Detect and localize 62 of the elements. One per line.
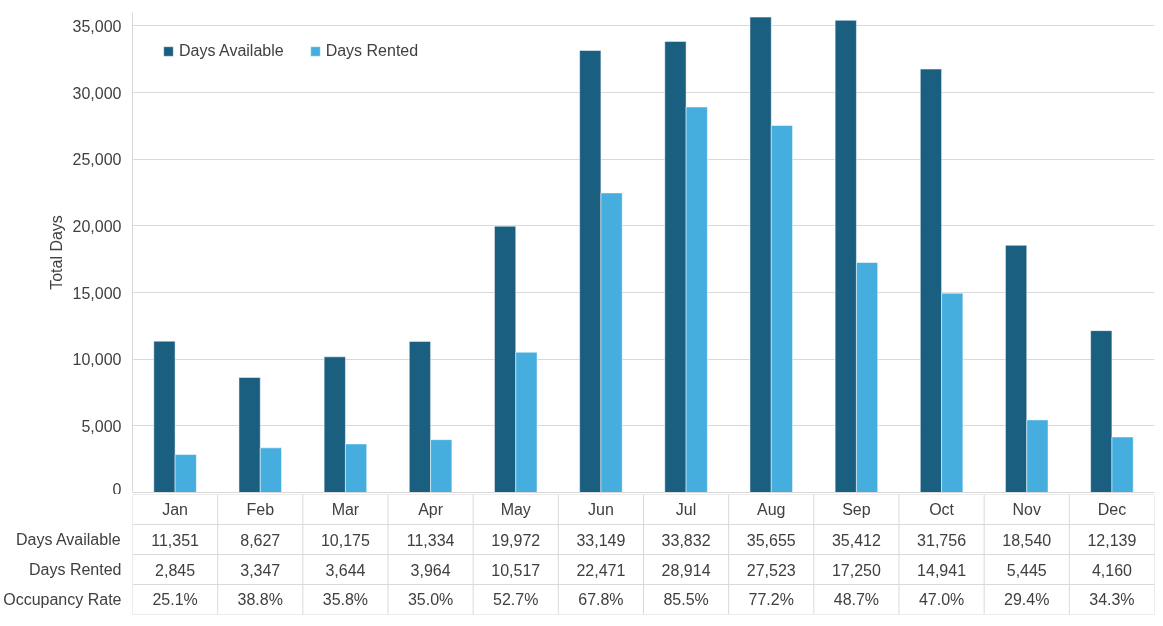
text: Days Available xyxy=(15,531,121,548)
text: 47.0% xyxy=(918,591,965,608)
x-tick-label: Jan xyxy=(162,501,188,518)
y-tick-label: 25,000 xyxy=(72,151,122,169)
data-label: 22,471 xyxy=(576,561,626,579)
text: 34.3% xyxy=(1089,591,1135,608)
y-tick-label: 10,000 xyxy=(72,351,122,369)
y-tick-label: 15,000 xyxy=(72,284,122,302)
x-tick-label: Oct xyxy=(929,501,955,518)
data-label: 33,149 xyxy=(576,531,626,549)
x-tick-label: Feb xyxy=(246,501,275,518)
y-tick-label: 5,000 xyxy=(81,417,122,435)
data-label: 19,972 xyxy=(491,531,541,549)
data-label: 12,139 xyxy=(1087,531,1137,549)
y-tick-label: 20,000 xyxy=(72,217,122,235)
text: 85.5% xyxy=(663,591,709,608)
x-tick-label: Aug xyxy=(757,501,786,518)
text: 35.8% xyxy=(322,591,369,608)
text: 29.4% xyxy=(1004,591,1050,608)
data-label: 17,250 xyxy=(831,561,881,579)
y-tick-label: 0 xyxy=(112,480,122,498)
x-tick-label: Mar xyxy=(331,501,360,518)
x-tick-label: Apr xyxy=(418,501,444,518)
data-label: 31,756 xyxy=(917,531,967,549)
data-label: 3,964 xyxy=(410,561,451,579)
data-label: 10,517 xyxy=(491,561,541,579)
text: 48.7% xyxy=(833,591,880,608)
text: 52.7% xyxy=(493,591,539,608)
data-label: 18,540 xyxy=(1002,531,1052,549)
x-tick-label: Dec xyxy=(1097,501,1127,518)
data-label: 28,914 xyxy=(661,561,711,579)
data-label: 35,655 xyxy=(746,531,796,549)
data-label: 2,845 xyxy=(155,561,196,579)
data-label: 3,347 xyxy=(240,561,281,579)
data-label: 27,523 xyxy=(746,561,796,579)
x-tick-label: Jul xyxy=(675,501,697,518)
data-label: 3,644 xyxy=(325,561,366,579)
data-label: 11,351 xyxy=(151,531,200,549)
data-label: 4,160 xyxy=(1091,561,1133,579)
data-label: 33,832 xyxy=(661,531,711,549)
x-tick-label: Jun xyxy=(588,501,614,518)
text: 35.0% xyxy=(407,591,454,608)
text: Occupancy Rate xyxy=(3,591,122,608)
legend-label: Days Rented xyxy=(325,42,419,60)
data-label: 14,941 xyxy=(917,561,967,579)
data-label: 10,175 xyxy=(320,531,370,549)
data-label: 35,412 xyxy=(831,531,881,549)
x-tick-label: May xyxy=(500,501,531,518)
text: 25.1% xyxy=(152,591,198,608)
y-tick-label: 30,000 xyxy=(72,84,122,102)
data-label: 8,627 xyxy=(240,531,281,549)
x-tick-label: Sep xyxy=(842,501,871,518)
x-tick-label: Nov xyxy=(1012,501,1041,518)
y-tick-label: 35,000 xyxy=(72,17,122,35)
text: 77.2% xyxy=(748,591,794,608)
text: 67.8% xyxy=(578,591,624,608)
text: Days Rented xyxy=(29,561,122,578)
data-label: 11,334 xyxy=(406,531,455,549)
text: 38.8% xyxy=(237,591,283,608)
data-label: 5,445 xyxy=(1006,561,1047,579)
y-axis-title: Total Days xyxy=(47,215,65,290)
legend-label: Days Available xyxy=(179,42,284,60)
